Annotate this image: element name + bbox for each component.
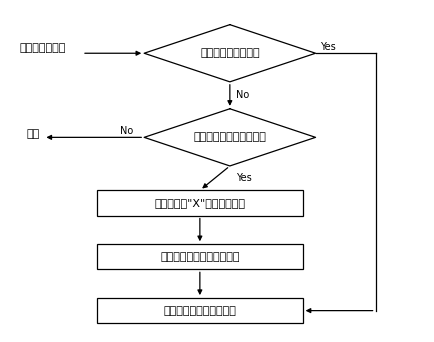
Text: Yes: Yes [320,42,335,52]
Text: 交换机根据流表执行转发: 交换机根据流表执行转发 [164,306,236,316]
Text: 在流表中找到匹配项: 在流表中找到匹配项 [200,48,260,58]
Text: Yes: Yes [236,173,252,183]
Text: No: No [120,126,133,136]
Text: 丢弃: 丢弃 [26,129,39,139]
Text: 应用到达交换机: 应用到达交换机 [20,43,66,53]
Text: No: No [236,90,250,100]
Bar [97,244,302,269]
Text: 计算模块为"X"业务计算路径: 计算模块为"X"业务计算路径 [155,198,245,208]
Bar [97,298,302,323]
Text: 控制器允许应用进入网络: 控制器允许应用进入网络 [194,132,266,142]
Text: 执行模块下发流表给交换机: 执行模块下发流表给交换机 [160,252,240,262]
Bar [97,190,302,215]
